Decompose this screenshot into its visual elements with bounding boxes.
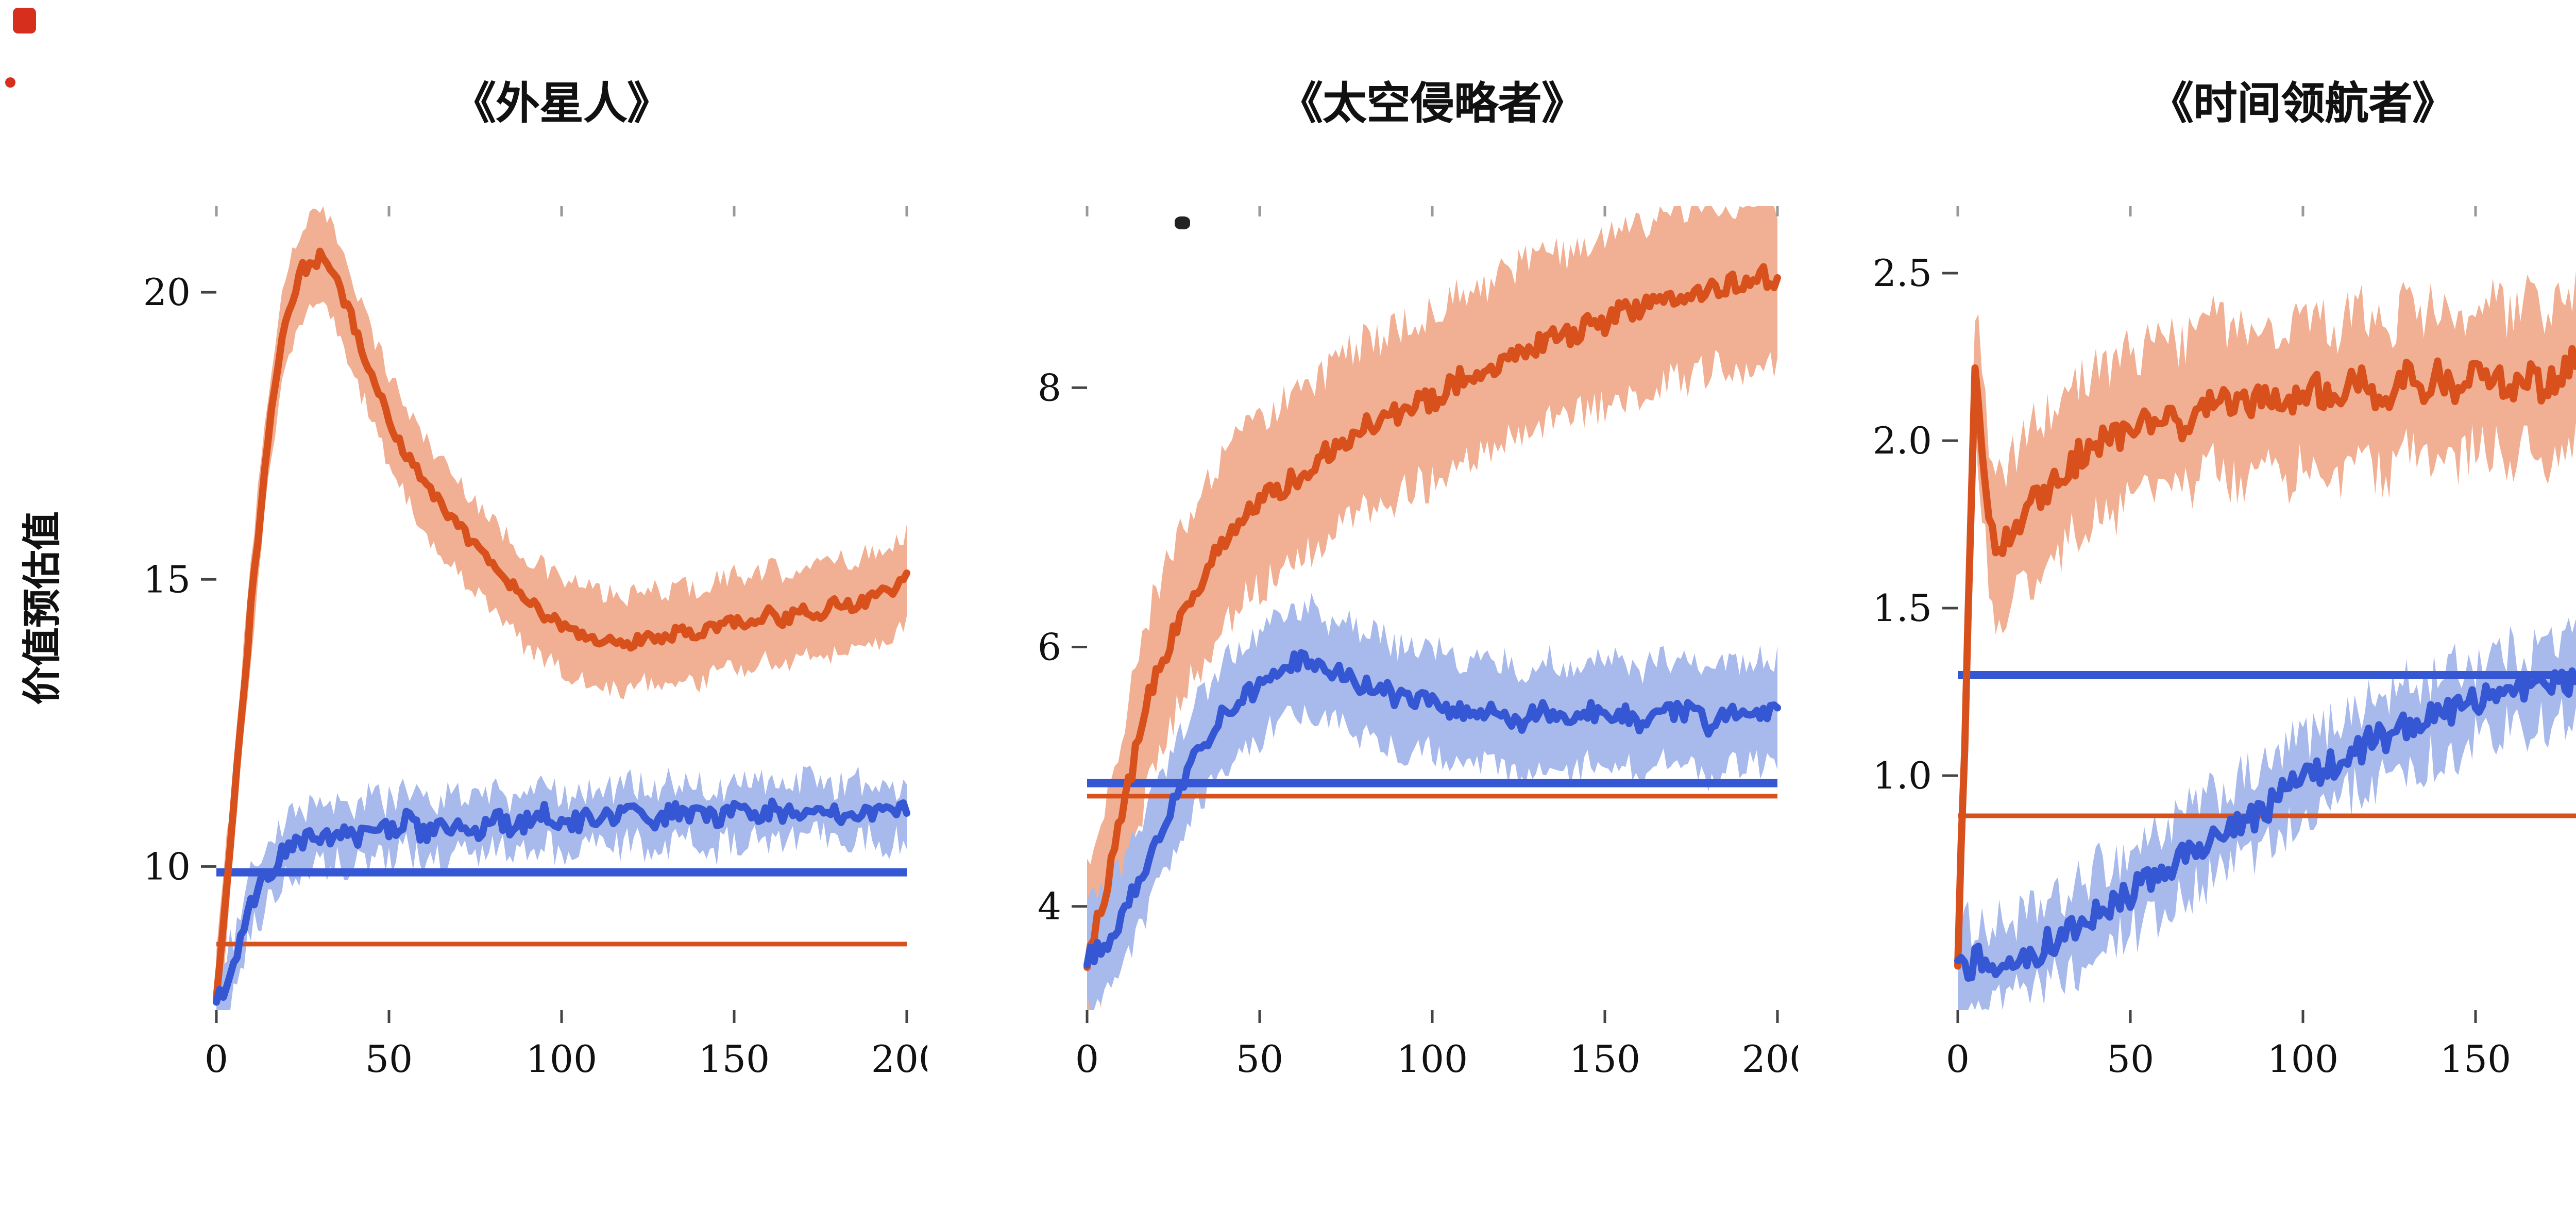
svg-text:0: 0 [205,1038,228,1081]
svg-text:1.5: 1.5 [1873,587,1932,630]
svg-text:150: 150 [2440,1038,2511,1081]
svg-text:200: 200 [1742,1038,1798,1081]
svg-text:6: 6 [1038,626,1061,669]
svg-text:50: 50 [1236,1038,1283,1081]
time-pilot-chart: 0501001502001.01.52.02.5 [1873,206,2576,1081]
svg-text:0: 0 [1075,1038,1099,1081]
svg-text:50: 50 [2107,1038,2154,1081]
svg-text:100: 100 [2267,1038,2338,1081]
subplot-row: 《外星人》 0 50 100 150 200 10 15 20 《太空侵略者》 0 50 100 1… [93,67,2576,1093]
svg-text:200: 200 [871,1038,927,1081]
red-dot-artifact [5,77,15,88]
alien-chart: 0 50 100 150 200 10 15 20 [143,206,927,1081]
svg-text:150: 150 [1569,1038,1640,1081]
space-invaders-chart: 0 50 100 150 200 4 6 8 [1038,206,1798,1081]
svg-text:100: 100 [526,1038,597,1081]
black-speck-artifact [1175,216,1190,229]
subplot-space-invaders: 《太空侵略者》 0 50 100 150 200 4 6 8 [963,67,1798,1093]
svg-text:100: 100 [1397,1038,1468,1081]
svg-text:20: 20 [143,271,191,314]
red-smudge-artifact [13,8,36,33]
subplot-alien: 《外星人》 0 50 100 150 200 10 15 20 [93,67,927,1093]
svg-text:10: 10 [143,845,191,888]
y-axis-label: 价值预估值 [22,511,66,705]
svg-text:1.0: 1.0 [1873,754,1932,798]
svg-text:150: 150 [699,1038,770,1081]
subplot-title-time-pilot: 《时间领航者》 [2149,80,2456,129]
svg-text:4: 4 [1038,885,1061,929]
subplot-title-alien: 《外星人》 [452,80,671,129]
svg-text:15: 15 [143,558,191,601]
svg-text:2.5: 2.5 [1873,252,1932,295]
svg-text:50: 50 [365,1038,413,1081]
svg-text:2.0: 2.0 [1873,419,1932,463]
subplot-time-pilot: 《时间领航者》 0501001502001.01.52.02.5 [1834,67,2576,1093]
subplot-title-space-invaders: 《太空侵略者》 [1279,80,1586,129]
svg-text:0: 0 [1946,1038,1970,1081]
svg-text:8: 8 [1038,366,1061,410]
